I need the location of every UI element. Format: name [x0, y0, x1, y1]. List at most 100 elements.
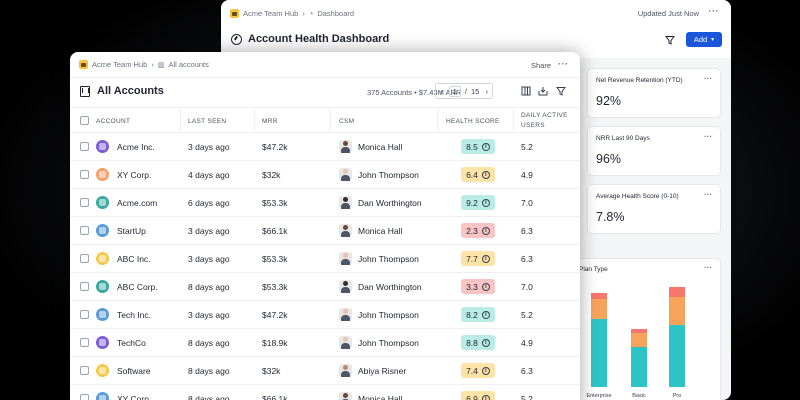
- table-row[interactable]: TechCo 8 days ago $18.9k John Thompson 8.8 i 4…: [70, 329, 580, 357]
- account-name[interactable]: ABC Corp.: [117, 282, 158, 292]
- info-icon[interactable]: i: [481, 170, 490, 179]
- more-options-icon[interactable]: ···: [558, 59, 569, 69]
- breadcrumb-hub[interactable]: Acme Team Hub: [92, 60, 148, 69]
- row-checkbox[interactable]: [80, 338, 89, 347]
- table-row[interactable]: ABC Inc. 3 days ago $53.3k John Thompson 7.7…: [70, 245, 580, 273]
- info-icon[interactable]: i: [481, 338, 490, 347]
- page-separator: /: [464, 86, 467, 96]
- health-score-badge[interactable]: 9.2 i: [461, 195, 495, 210]
- filter-icon[interactable]: [556, 86, 566, 96]
- accounts-title: All Accounts: [80, 85, 164, 97]
- column-daily-active-users[interactable]: DAILY ACTIVE USERS: [521, 112, 568, 129]
- chevron-left-icon[interactable]: ‹: [440, 86, 443, 96]
- current-page[interactable]: 1: [448, 85, 461, 97]
- account-name[interactable]: StartUp: [117, 226, 146, 236]
- column-mrr[interactable]: MRR: [262, 118, 278, 125]
- csm-avatar: [339, 168, 352, 181]
- column-last-seen[interactable]: LAST SEEN: [188, 118, 227, 125]
- row-checkbox[interactable]: [80, 226, 89, 235]
- info-icon[interactable]: i: [481, 310, 490, 319]
- bar-enterprise-segment-0[interactable]: [591, 319, 607, 387]
- row-checkbox[interactable]: [80, 282, 89, 291]
- health-score-badge[interactable]: 8.5 i: [461, 139, 495, 154]
- account-name[interactable]: Software: [117, 366, 151, 376]
- health-score-value: 7.4: [466, 365, 478, 376]
- last-seen: 8 days ago: [188, 394, 230, 400]
- health-score-badge[interactable]: 3.3 i: [461, 279, 495, 294]
- account-avatar: [96, 392, 109, 400]
- bar-pro-segment-0[interactable]: [669, 325, 685, 387]
- export-icon[interactable]: [538, 86, 548, 96]
- add-button[interactable]: Add ▾: [686, 32, 722, 47]
- health-score-badge[interactable]: 7.7 i: [461, 251, 495, 266]
- bar-enterprise-segment-1[interactable]: [591, 299, 607, 319]
- card-menu-icon[interactable]: ···: [704, 190, 712, 199]
- bar-pro-segment-2[interactable]: [669, 287, 685, 297]
- health-score-badge[interactable]: 2.3 i: [461, 223, 495, 238]
- health-score-badge[interactable]: 6.9 i: [461, 391, 495, 400]
- account-name[interactable]: ABC Inc.: [117, 254, 151, 264]
- bar-pro-segment-1[interactable]: [669, 297, 685, 325]
- pagination[interactable]: ‹ 1 / 15 ›: [435, 83, 493, 99]
- row-checkbox[interactable]: [80, 310, 89, 319]
- card-menu-icon[interactable]: ···: [704, 263, 712, 272]
- row-checkbox[interactable]: [80, 254, 89, 263]
- info-icon[interactable]: i: [481, 394, 490, 400]
- select-all-checkbox[interactable]: [80, 116, 89, 125]
- account-name[interactable]: Acme Inc.: [117, 142, 155, 152]
- account-name[interactable]: XY Corp.: [117, 170, 152, 180]
- card-menu-icon[interactable]: ···: [704, 74, 712, 83]
- table-row[interactable]: ABC Corp. 8 days ago $53.3k Dan Worthington…: [70, 273, 580, 301]
- csm-name: Dan Worthington: [358, 282, 422, 292]
- account-name[interactable]: Acme.com: [117, 198, 158, 208]
- table-row[interactable]: StartUp 3 days ago $66.1k Monica Hall 2.3 i 6.…: [70, 217, 580, 245]
- info-icon[interactable]: i: [481, 282, 490, 291]
- more-options-icon[interactable]: ···: [708, 6, 719, 16]
- breadcrumb-page[interactable]: Dashboard: [317, 9, 355, 18]
- chevron-right-icon: ›: [151, 60, 154, 69]
- filter-icon[interactable]: [665, 35, 675, 45]
- health-score-badge[interactable]: 8.8 i: [461, 335, 495, 350]
- card-menu-icon[interactable]: ···: [704, 132, 712, 141]
- account-name[interactable]: Tech Inc.: [117, 310, 152, 320]
- table-row[interactable]: Tech Inc. 3 days ago $47.2k John Thompson 8.…: [70, 301, 580, 329]
- table-row[interactable]: XY Corp. 4 days ago $32k John Thompson 6.4 i 4…: [70, 161, 580, 189]
- account-name[interactable]: TechCo: [117, 338, 146, 348]
- last-seen: 3 days ago: [188, 310, 230, 320]
- info-icon[interactable]: i: [481, 254, 490, 263]
- row-checkbox[interactable]: [80, 394, 89, 400]
- bar-enterprise-segment-2[interactable]: [591, 293, 607, 299]
- column-health-score[interactable]: HEALTH SCORE: [446, 118, 500, 125]
- table-row[interactable]: Acme.com 6 days ago $53.3k Dan Worthington 9…: [70, 189, 580, 217]
- chevron-right-icon[interactable]: ›: [485, 86, 488, 96]
- share-button[interactable]: Share: [531, 61, 552, 70]
- row-checkbox[interactable]: [80, 366, 89, 375]
- health-score-badge[interactable]: 8.2 i: [461, 307, 495, 322]
- health-score-badge[interactable]: 7.4 i: [461, 363, 495, 378]
- csm-avatar: [339, 364, 352, 377]
- table-row[interactable]: Acme Inc. 3 days ago $47.2k Monica Hall 8.5 i…: [70, 133, 580, 161]
- columns-icon[interactable]: [521, 86, 531, 96]
- breadcrumb-hub[interactable]: Acme Team Hub: [243, 9, 299, 18]
- last-seen: 4 days ago: [188, 170, 230, 180]
- bar-basic-segment-0[interactable]: [631, 347, 647, 387]
- bar-basic-segment-1[interactable]: [631, 333, 647, 347]
- row-checkbox[interactable]: [80, 198, 89, 207]
- table-row[interactable]: Software 8 days ago $32k Abiya Risner 7.4 i 6.…: [70, 357, 580, 385]
- column-csm[interactable]: CSM: [339, 118, 355, 125]
- table-row[interactable]: XY Corp. 8 days ago $66.1k Monica Hall 6.9 i 5…: [70, 385, 580, 400]
- csm-name: John Thompson: [358, 310, 419, 320]
- breadcrumb-page[interactable]: All accounts: [168, 60, 209, 69]
- health-score-value: 8.8: [466, 337, 478, 348]
- info-icon[interactable]: i: [481, 366, 490, 375]
- info-icon[interactable]: i: [481, 198, 490, 207]
- info-icon[interactable]: i: [481, 142, 490, 151]
- column-account[interactable]: ACCOUNT: [96, 118, 131, 125]
- bar-basic-segment-2[interactable]: [631, 329, 647, 333]
- info-icon[interactable]: i: [481, 226, 490, 235]
- health-score-badge[interactable]: 6.4 i: [461, 167, 495, 182]
- daily-active-users: 7.0: [521, 282, 533, 292]
- row-checkbox[interactable]: [80, 142, 89, 151]
- row-checkbox[interactable]: [80, 170, 89, 179]
- account-name[interactable]: XY Corp.: [117, 394, 152, 400]
